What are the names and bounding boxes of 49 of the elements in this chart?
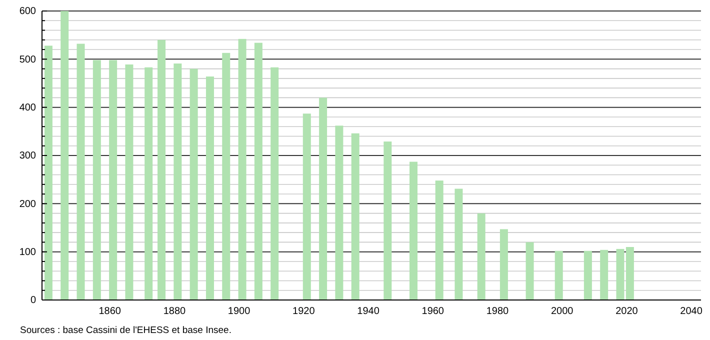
- x-tick-label: 1960: [422, 306, 444, 318]
- bar: [158, 40, 166, 300]
- bar: [76, 44, 85, 300]
- y-tick-label: 500: [19, 54, 36, 66]
- bar: [616, 248, 624, 300]
- bar: [44, 46, 52, 300]
- y-tick-label: 300: [19, 150, 36, 162]
- bar: [109, 60, 118, 300]
- x-tick-label: 1860: [98, 306, 122, 318]
- bar: [174, 64, 182, 300]
- bar: [477, 213, 486, 300]
- x-tick-label: 1940: [357, 306, 380, 318]
- bar: [554, 250, 563, 300]
- bar: [238, 38, 246, 300]
- y-tick-label: 600: [19, 6, 36, 18]
- bar: [384, 142, 392, 300]
- x-tick-label: 1920: [292, 306, 316, 318]
- source-note: Sources : base Cassini de l'EHESS et base Insee.: [20, 325, 232, 336]
- bar: [500, 229, 508, 300]
- x-tick-label: 2040: [680, 306, 703, 318]
- bar: [222, 52, 230, 300]
- bar: [144, 67, 153, 300]
- bar: [409, 162, 418, 300]
- y-tick-label: 0: [30, 295, 36, 306]
- bar: [526, 242, 534, 300]
- bar: [435, 180, 444, 300]
- bar: [92, 60, 101, 300]
- x-tick-label: 1900: [228, 306, 251, 318]
- x-tick-label: 2000: [550, 306, 574, 318]
- bar: [206, 76, 214, 300]
- y-tick-label: 100: [19, 247, 36, 258]
- x-tick-label: 1880: [163, 306, 186, 318]
- bar: [600, 250, 608, 300]
- bar: [319, 98, 328, 300]
- bar: [190, 68, 198, 300]
- bar: [584, 250, 592, 300]
- x-tick-label: 1980: [486, 306, 510, 318]
- bar: [60, 11, 69, 300]
- y-tick-label: 200: [19, 198, 36, 210]
- x-tick-label: 2020: [616, 306, 638, 318]
- y-tick-label: 400: [19, 102, 36, 114]
- bar: [302, 114, 311, 300]
- bar: [254, 42, 262, 300]
- bar: [454, 188, 463, 300]
- bar: [351, 133, 360, 300]
- bar: [626, 247, 634, 300]
- bar: [270, 67, 279, 300]
- bar: [125, 64, 134, 300]
- bar: [335, 126, 344, 300]
